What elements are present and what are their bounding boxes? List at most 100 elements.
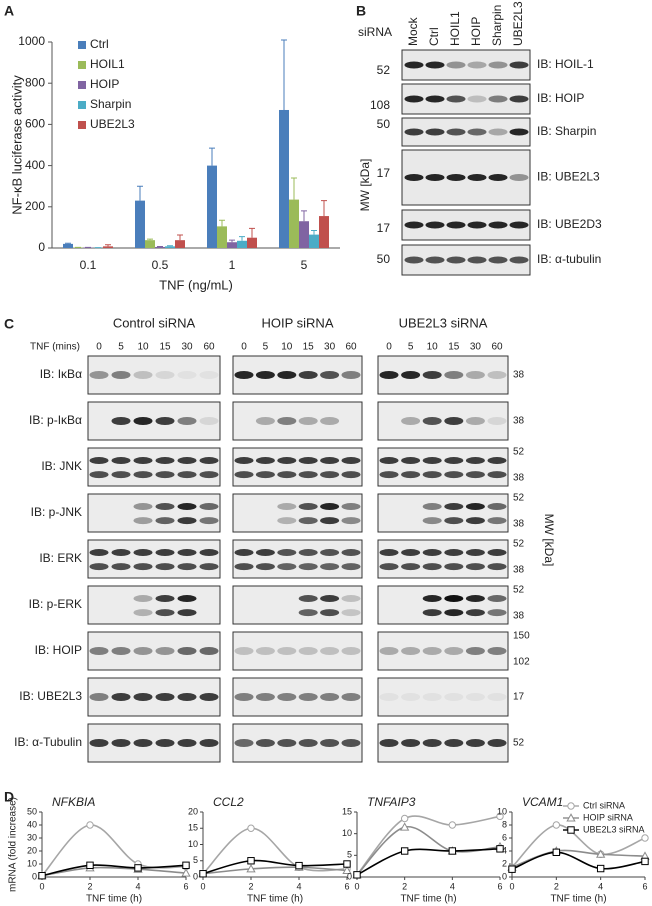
blot-band bbox=[404, 174, 424, 181]
blot-band bbox=[509, 221, 529, 229]
marker bbox=[400, 847, 409, 855]
legend-swatch bbox=[78, 81, 86, 89]
blot-band bbox=[341, 549, 361, 557]
blot-band bbox=[199, 549, 219, 557]
blot-box bbox=[377, 447, 509, 487]
blot-box bbox=[377, 585, 509, 625]
y-tick-label: 20 bbox=[27, 845, 37, 855]
blot-band bbox=[155, 471, 175, 479]
blot-band bbox=[255, 457, 275, 465]
bar bbox=[237, 240, 247, 248]
chart-title: TNFAIP3 bbox=[367, 795, 416, 809]
time-tick: 30 bbox=[324, 342, 336, 353]
blot-band bbox=[487, 647, 507, 655]
blot-band bbox=[404, 256, 424, 264]
legend-label: HOIP bbox=[90, 77, 119, 91]
blot-band bbox=[444, 549, 464, 557]
blot-band bbox=[255, 417, 275, 425]
blot-box bbox=[377, 723, 509, 763]
blot-band bbox=[111, 549, 131, 557]
time-tick: 15 bbox=[159, 342, 171, 353]
ib-label: IB: p-IκBα bbox=[29, 413, 82, 427]
mw-label: 52 bbox=[513, 493, 525, 504]
blot-band bbox=[255, 471, 275, 479]
marker bbox=[596, 849, 606, 858]
marker bbox=[86, 861, 94, 869]
time-tick: 15 bbox=[448, 342, 460, 353]
panel-label: D bbox=[4, 789, 14, 805]
error-bar bbox=[65, 242, 71, 244]
marker bbox=[86, 821, 94, 829]
blot-band bbox=[465, 417, 485, 425]
line bbox=[41, 824, 187, 877]
chart-title: NFKBIA bbox=[52, 795, 95, 809]
y-tick-label: 15 bbox=[342, 806, 352, 816]
group-title: HOIP siRNA bbox=[262, 315, 334, 330]
legend-label: UBE2L3 siRNA bbox=[583, 824, 645, 834]
blot-band bbox=[444, 503, 464, 511]
blot-band bbox=[155, 693, 175, 701]
marker bbox=[448, 847, 457, 855]
blot-band bbox=[404, 95, 424, 103]
blot-band bbox=[234, 549, 254, 557]
blot-box bbox=[377, 401, 509, 441]
time-tick: 60 bbox=[203, 342, 215, 353]
blot-band bbox=[133, 563, 153, 571]
bar bbox=[217, 226, 227, 248]
blot-band bbox=[234, 647, 254, 655]
error-bar bbox=[249, 227, 255, 238]
y-tick-label: 15 bbox=[188, 823, 198, 833]
ib-label: IB: α-Tubulin bbox=[14, 735, 82, 749]
blot-band bbox=[111, 371, 131, 379]
x-tick-label: 0 bbox=[200, 881, 205, 891]
time-tick: 5 bbox=[118, 342, 124, 353]
marker bbox=[496, 845, 504, 853]
blot-band bbox=[199, 371, 219, 379]
ib-label: IB: UBE2L3 bbox=[537, 170, 600, 184]
blot-band bbox=[425, 221, 445, 229]
mw-label: 102 bbox=[513, 657, 530, 668]
blot-box bbox=[87, 355, 221, 395]
blot-band bbox=[488, 256, 508, 264]
marker bbox=[38, 872, 46, 880]
legend-label: Ctrl siRNA bbox=[583, 800, 625, 810]
blot-band bbox=[465, 647, 485, 655]
blot-band bbox=[341, 609, 361, 617]
x-axis-label: TNF time (h) bbox=[550, 894, 606, 905]
legend-label: Sharpin bbox=[90, 97, 131, 111]
blot-band bbox=[422, 739, 442, 747]
blot-box bbox=[87, 585, 221, 625]
blot-band bbox=[177, 457, 197, 465]
blot-band bbox=[465, 517, 485, 525]
blot-band bbox=[444, 739, 464, 747]
blot-band bbox=[446, 256, 466, 264]
time-tick: 5 bbox=[263, 342, 269, 353]
blot-band bbox=[133, 549, 153, 557]
blot-box bbox=[232, 447, 363, 487]
blot-band bbox=[199, 503, 219, 511]
y-tick-label: 4 bbox=[502, 845, 507, 855]
y-tick-label: 6 bbox=[502, 832, 507, 842]
blot-band bbox=[155, 417, 175, 425]
blot-band bbox=[487, 609, 507, 617]
blot-band bbox=[111, 417, 131, 425]
blot-band bbox=[277, 647, 297, 655]
blot-band bbox=[422, 471, 442, 479]
marker bbox=[247, 857, 255, 865]
blot-band bbox=[277, 503, 297, 511]
time-tick: 10 bbox=[281, 342, 293, 353]
blot-band bbox=[111, 457, 131, 465]
time-tick: 15 bbox=[303, 342, 315, 353]
blot-band bbox=[487, 503, 507, 511]
time-tick: 0 bbox=[241, 342, 247, 353]
blot-band bbox=[277, 471, 297, 479]
bar bbox=[155, 246, 165, 248]
blot-band bbox=[444, 371, 464, 379]
legend-swatch bbox=[78, 41, 86, 49]
blot-band bbox=[277, 739, 297, 747]
marker bbox=[134, 864, 142, 872]
blot-band bbox=[341, 457, 361, 465]
line bbox=[511, 849, 646, 869]
mw-label: 17 bbox=[513, 692, 525, 703]
